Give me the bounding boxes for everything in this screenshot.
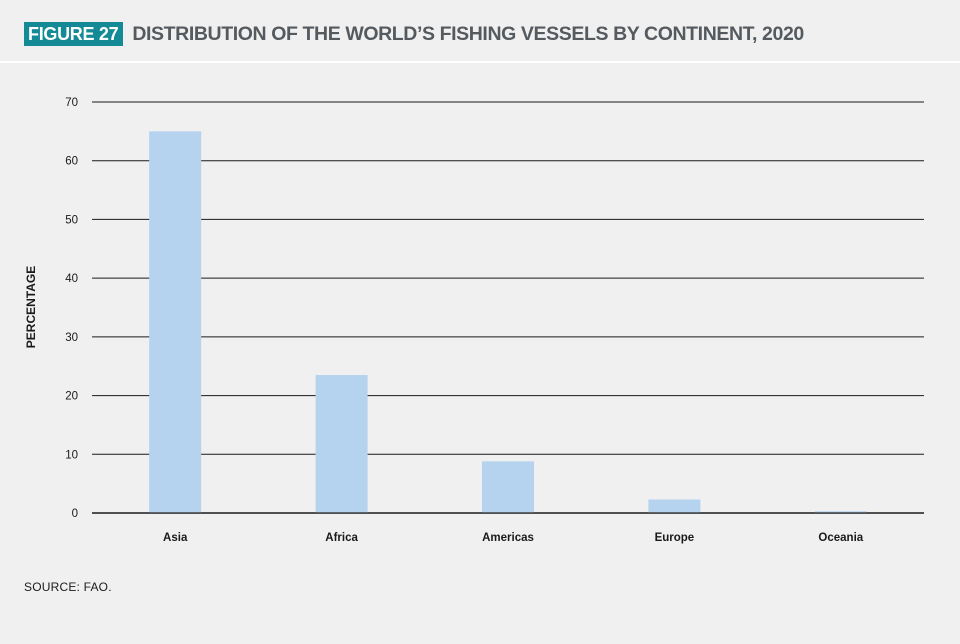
bar-europe: [648, 499, 701, 513]
y-tick-label: 30: [65, 332, 78, 344]
figure-number-badge: FIGURE 27: [24, 22, 124, 46]
bar-oceania: [814, 511, 867, 513]
y-tick-label: 10: [65, 449, 78, 461]
gridlines: [92, 101, 924, 514]
y-tick-label: 70: [65, 97, 78, 109]
bar-americas: [482, 461, 534, 513]
y-tick-label: 50: [65, 214, 78, 226]
y-axis-label: PERCENTAGE: [24, 266, 38, 348]
x-tick-label-africa: Africa: [325, 532, 358, 544]
x-tick-label-europe: Europe: [655, 532, 695, 544]
bar-africa: [315, 375, 368, 513]
x-tick-label-asia: Asia: [163, 532, 188, 544]
figure-header: FIGURE 27 DISTRIBUTION OF THE WORLD’S FI…: [24, 20, 804, 48]
y-tick-label: 0: [72, 508, 78, 520]
x-tick-labels: Asia Africa Americas Europe Oceania: [163, 532, 864, 544]
header-divider: [0, 61, 960, 63]
x-tick-label-oceania: Oceania: [818, 532, 863, 544]
bars: [149, 131, 867, 513]
y-tick-label: 20: [65, 391, 78, 403]
y-tick-labels: 0 10 20 30 40 50 60 70: [65, 97, 78, 520]
figure-title: DISTRIBUTION OF THE WORLD’S FISHING VESS…: [132, 23, 804, 45]
x-tick-label-americas: Americas: [482, 532, 534, 544]
y-tick-label: 40: [65, 273, 78, 285]
y-tick-label: 60: [65, 156, 78, 168]
bar-chart: 0 10 20 30 40 50 60 70 Asia Africa Americas Europe…: [24, 97, 924, 544]
source-note: SOURCE: FAO.: [24, 580, 112, 594]
bar-asia: [149, 131, 202, 513]
